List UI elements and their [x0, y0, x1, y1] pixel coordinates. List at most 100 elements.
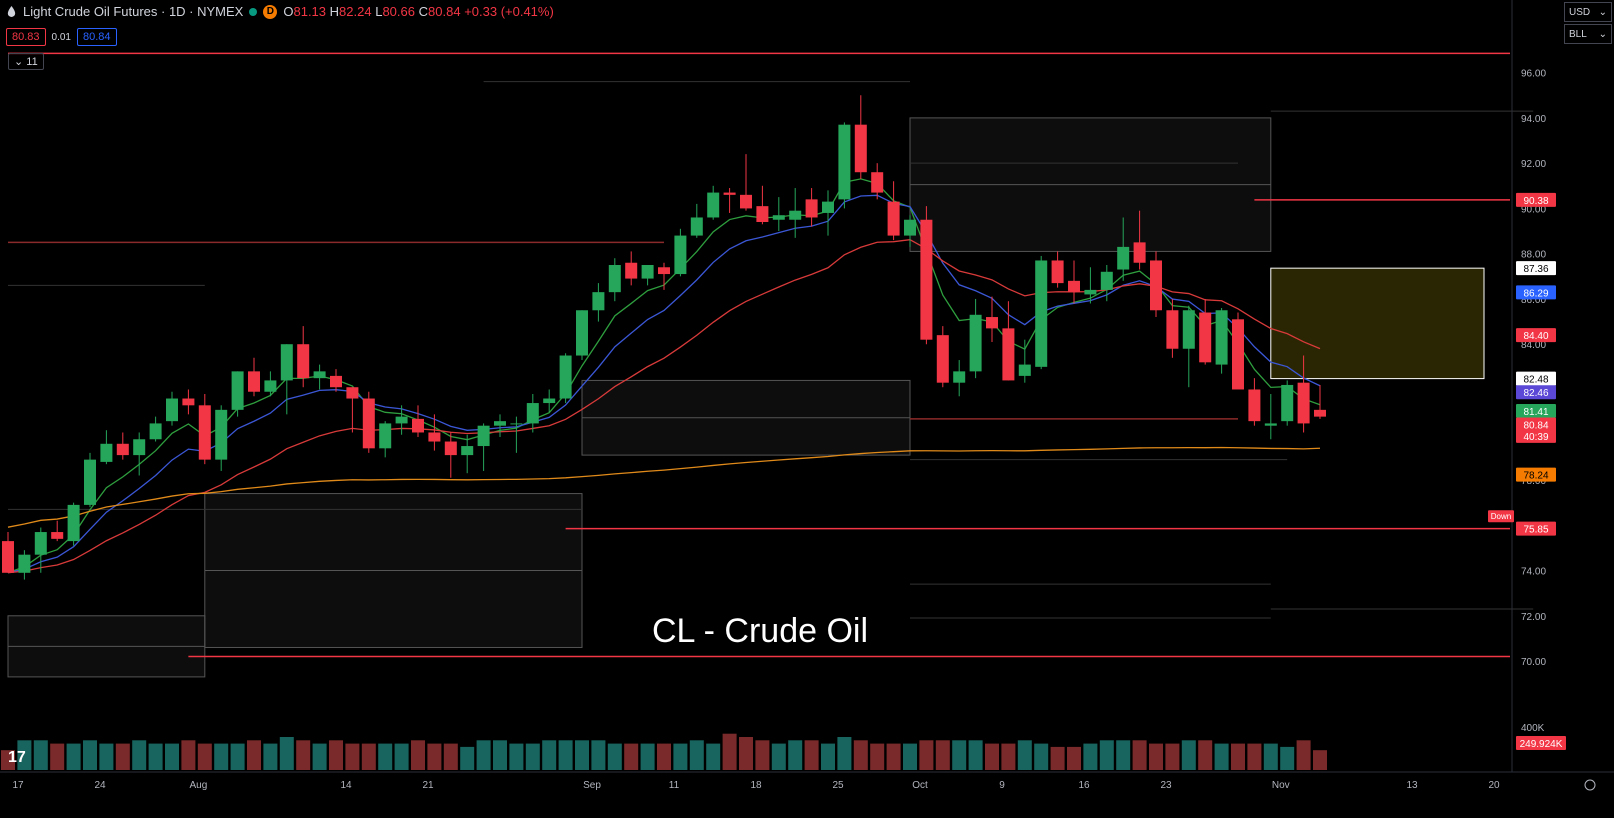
- indicators-toggle[interactable]: ⌄ 11: [8, 53, 44, 70]
- candle: [1297, 355, 1310, 433]
- volume-bar: [525, 743, 540, 770]
- candle: [740, 154, 752, 211]
- volume-bar: [689, 740, 704, 770]
- candle: [248, 357, 260, 397]
- price-label-text: 90.38: [1523, 196, 1548, 207]
- volume-bar: [1001, 743, 1016, 770]
- price-labels: 90.38 87.36 86.29 84.40 82.48 82.46 81.41 80.84…: [1488, 192, 1566, 750]
- volume-bar: [1116, 740, 1131, 770]
- candle-body: [1248, 389, 1261, 422]
- candle: [1150, 251, 1162, 318]
- candle-body: [674, 235, 687, 275]
- candle: [133, 432, 146, 476]
- candle-body: [920, 219, 933, 340]
- candle-body: [740, 194, 752, 209]
- buy-button[interactable]: 80.84: [77, 28, 117, 46]
- candle-body: [592, 292, 605, 311]
- price-label-text: 82.46: [1523, 388, 1548, 399]
- candle: [1133, 210, 1146, 270]
- x-tick-label: 16: [1078, 780, 1090, 791]
- volume-bar: [1050, 746, 1065, 770]
- candle: [707, 185, 720, 220]
- candle-body: [166, 398, 178, 422]
- candle-body: [494, 421, 506, 426]
- candle: [100, 430, 113, 465]
- candle-body: [1281, 384, 1294, 422]
- candle: [1018, 339, 1031, 383]
- volume-bar: [640, 743, 655, 770]
- overlay-title: CL - Crude Oil: [652, 612, 869, 650]
- volume-bar: [1083, 743, 1098, 770]
- candle: [690, 203, 703, 238]
- volume-bar: [1099, 740, 1114, 770]
- volume-bar: [230, 743, 245, 770]
- volume-bar: [1067, 746, 1081, 770]
- candle-body: [34, 532, 47, 555]
- ohlc-values: O81.13 H82.24 L80.66 C80.84 +0.33 (+0.41…: [283, 4, 554, 19]
- volume-bars: [1, 733, 1327, 770]
- candle: [51, 520, 64, 542]
- candle: [313, 364, 326, 390]
- candle: [1166, 298, 1179, 358]
- candle-body: [280, 344, 293, 381]
- volume-bar: [197, 743, 212, 770]
- price-label-box: [1516, 428, 1556, 443]
- candle: [789, 188, 802, 238]
- candle-body: [1117, 246, 1130, 270]
- candle: [608, 258, 621, 302]
- unit-select[interactable]: BLL ⌄: [1564, 24, 1612, 44]
- volume-bar: [575, 740, 589, 770]
- candle-body: [1150, 260, 1162, 311]
- candle-body: [805, 199, 818, 218]
- volume-bar: [870, 743, 885, 770]
- volume-bar: [312, 743, 327, 770]
- price-label-box: [1516, 328, 1556, 343]
- x-tick-label: 17: [12, 780, 24, 791]
- volume-bar: [181, 740, 196, 770]
- candle: [625, 251, 638, 286]
- volume-bar: [1132, 740, 1147, 770]
- candle-body: [871, 172, 884, 193]
- candle-body: [84, 459, 96, 505]
- candle-body: [707, 192, 720, 218]
- horizontal-lines: [8, 52, 1534, 658]
- x-tick-label: 13: [1406, 780, 1418, 791]
- volume-bar: [558, 740, 573, 770]
- volume-bar: [952, 740, 967, 770]
- price-label-text: 40:39: [1523, 432, 1548, 443]
- volume-bar: [50, 743, 65, 770]
- volume-bar: [919, 740, 934, 770]
- candle-body: [444, 441, 457, 456]
- y-tick-label: 96.00: [1521, 69, 1546, 80]
- price-label-box: [1516, 467, 1556, 482]
- candle: [805, 188, 818, 227]
- volume-bar: [443, 743, 458, 770]
- y-tick-label: 72.00: [1521, 612, 1546, 623]
- price-label-box: [1516, 285, 1556, 300]
- candle: [149, 416, 162, 442]
- volume-bar: [99, 743, 114, 770]
- time-axis: 17 24 Aug 14 21 Sep 11 18 25 Oct 9 16 23 Nov 13 20 17: [0, 749, 1614, 791]
- volume-bar: [361, 743, 376, 770]
- candle: [887, 181, 900, 241]
- volume-bar: [1280, 746, 1295, 770]
- x-tick-label: 18: [750, 780, 762, 791]
- x-tick-label: 11: [669, 780, 680, 791]
- price-label-box: [1516, 192, 1556, 207]
- candle: [362, 391, 375, 453]
- volume-bar: [427, 743, 442, 770]
- volume-bar: [1198, 740, 1213, 770]
- x-tick-label: Sep: [583, 780, 601, 791]
- candle-body: [1182, 310, 1195, 349]
- candle-body: [264, 380, 277, 392]
- sell-button[interactable]: 80.83: [6, 28, 46, 46]
- currency-select[interactable]: USD ⌄: [1564, 2, 1612, 22]
- symbol-title[interactable]: Light Crude Oil Futures · 1D · NYMEX: [23, 4, 244, 19]
- candle: [936, 326, 949, 388]
- candle: [34, 527, 47, 573]
- candle-body: [133, 439, 146, 456]
- candle: [920, 206, 933, 345]
- candle: [67, 502, 80, 546]
- candle: [969, 298, 982, 379]
